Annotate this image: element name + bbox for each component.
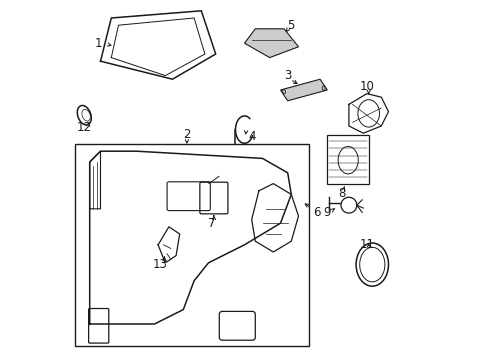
Text: 3: 3 xyxy=(284,69,291,82)
Text: 1: 1 xyxy=(95,37,102,50)
Text: 11: 11 xyxy=(359,238,374,251)
Text: 2: 2 xyxy=(183,129,190,141)
Text: 5: 5 xyxy=(287,19,294,32)
Bar xyxy=(75,144,309,346)
Text: 13: 13 xyxy=(152,258,167,271)
Bar xyxy=(326,135,368,184)
Text: 6: 6 xyxy=(312,206,320,219)
Text: 9: 9 xyxy=(323,206,330,219)
Polygon shape xyxy=(280,79,326,101)
Text: 7: 7 xyxy=(208,217,215,230)
Polygon shape xyxy=(244,29,298,58)
Text: 12: 12 xyxy=(77,121,92,134)
Text: 10: 10 xyxy=(359,80,374,93)
Text: 8: 8 xyxy=(337,187,345,200)
Text: 4: 4 xyxy=(247,130,255,143)
